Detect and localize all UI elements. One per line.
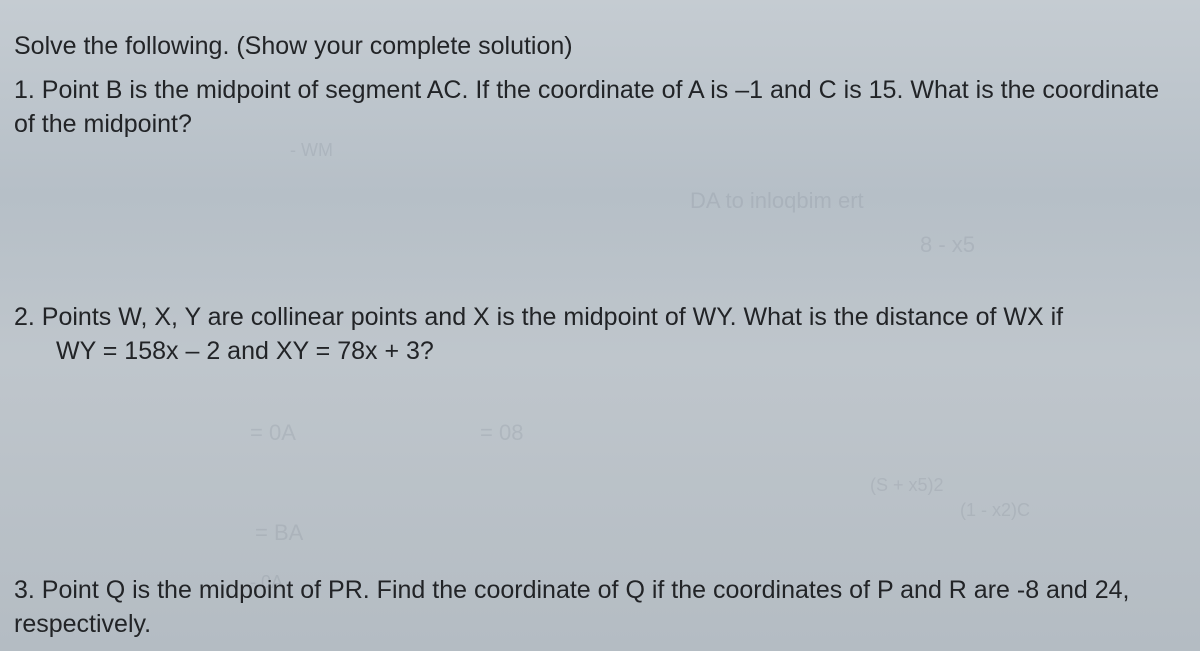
workspace-gap-2 — [14, 379, 1186, 574]
workspace-gap-1 — [14, 151, 1186, 301]
question-1-text: 1. Point B is the midpoint of segment AC… — [14, 76, 1159, 138]
instruction-text: Solve the following. (Show your complete… — [14, 32, 573, 60]
instruction-line: Solve the following. (Show your complete… — [14, 30, 1186, 64]
worksheet-body: Solve the following. (Show your complete… — [0, 0, 1200, 641]
question-3-text: 3. Point Q is the midpoint of PR. Find t… — [14, 576, 1129, 638]
question-1: 1. Point B is the midpoint of segment AC… — [14, 74, 1186, 142]
question-3: 3. Point Q is the midpoint of PR. Find t… — [14, 574, 1186, 642]
question-2-line2: WY = 158x – 2 and XY = 78x + 3? — [14, 335, 1186, 369]
question-2-line1: 2. Points W, X, Y are collinear points a… — [14, 303, 1063, 331]
question-2: 2. Points W, X, Y are collinear points a… — [14, 301, 1186, 369]
